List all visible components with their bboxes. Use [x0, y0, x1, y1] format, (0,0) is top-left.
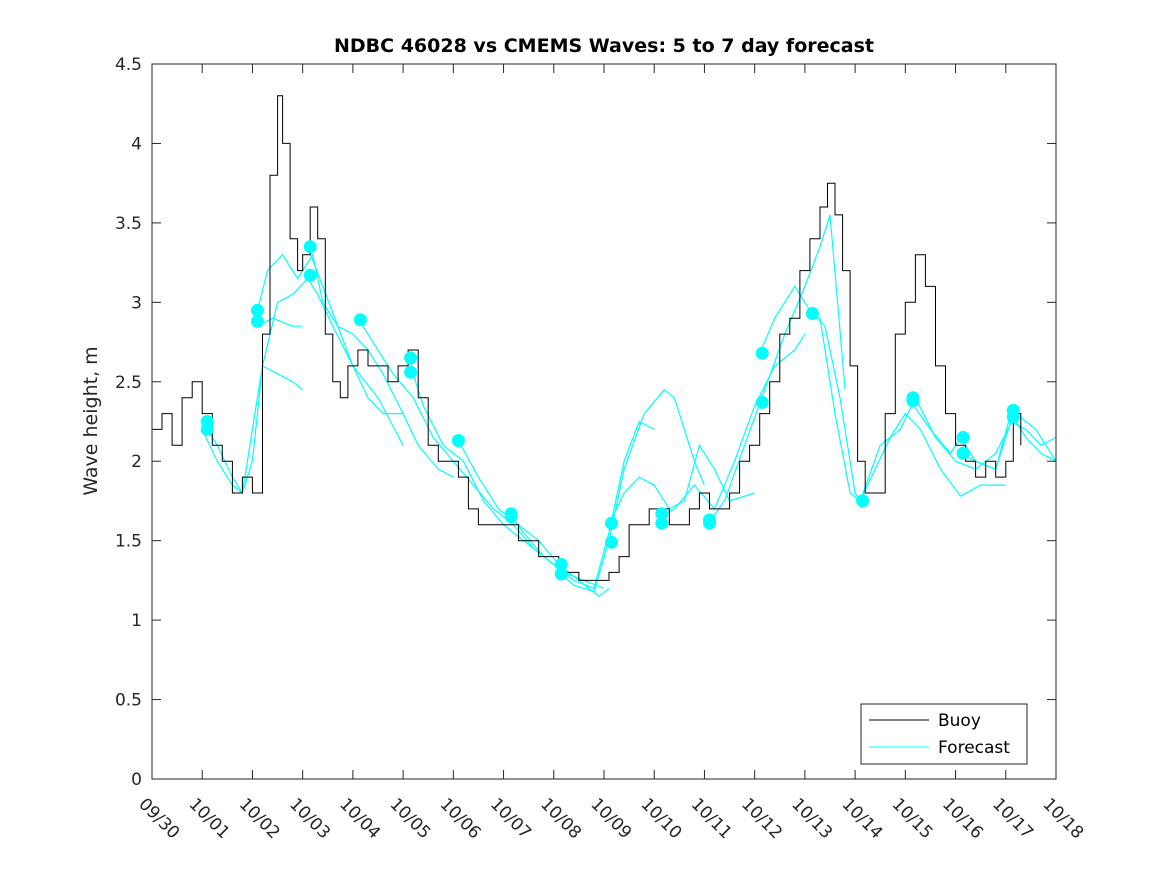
forecast-marker-27	[956, 430, 970, 444]
forecast-line-9	[508, 420, 655, 590]
forecast-marker-5	[303, 240, 317, 254]
legend: Buoy Forecast	[860, 703, 1028, 765]
forecast-marker-18	[655, 516, 669, 530]
forecast-line-10	[558, 388, 705, 593]
legend-box	[860, 703, 1028, 765]
forecast-marker-17	[655, 507, 669, 521]
y-tick-label-0: 0	[131, 770, 142, 790]
forecast-marker-23	[805, 307, 819, 320]
forecast-marker-4	[251, 314, 264, 328]
y-tick-label-8: 4	[131, 134, 142, 154]
legend-buoy-label: Buoy	[938, 711, 981, 731]
y-tick-label-6: 3	[131, 293, 142, 313]
forecast-marker-3	[251, 303, 264, 317]
y-tick-label-5: 2.5	[115, 373, 142, 393]
forecast-marker-2	[200, 422, 214, 436]
forecast-marker-28	[956, 446, 970, 460]
y-tick-label-3: 1.5	[115, 532, 142, 552]
forecast-line-5	[307, 246, 454, 478]
y-tick-label-7: 3.5	[115, 214, 142, 234]
forecast-marker-12	[504, 510, 518, 524]
forecast-line-4	[257, 317, 303, 327]
series-layer	[152, 95, 1057, 598]
forecast-marker-9	[404, 365, 418, 379]
forecast-line-16	[859, 396, 1057, 502]
forecast-marker-15	[605, 516, 618, 530]
marker-layer	[200, 240, 1020, 581]
forecast-marker-21	[755, 346, 769, 360]
forecast-line-14	[759, 285, 861, 502]
forecast-marker-8	[404, 351, 418, 365]
forecast-marker-10	[451, 434, 465, 448]
forecast-marker-24	[856, 494, 870, 508]
forecast-line-3	[256, 253, 404, 414]
forecast-line-12	[658, 333, 806, 518]
forecast-marker-13	[554, 558, 568, 571]
y-tick-label-1: 0.5	[115, 691, 142, 711]
forecast-line-2	[201, 364, 304, 495]
legend-forecast-label: Forecast	[938, 738, 1010, 758]
forecast-marker-14	[554, 567, 568, 581]
forecast-marker-16	[605, 535, 618, 549]
forecast-marker-6	[303, 268, 317, 282]
forecast-marker-30	[1006, 410, 1020, 424]
forecast-line-11	[608, 443, 755, 526]
y-tick-label-4: 2	[131, 452, 142, 472]
plot-area	[152, 64, 1056, 779]
forecast-marker-7	[353, 313, 367, 327]
y-tick-label-2: 1	[131, 611, 142, 631]
forecast-marker-22	[755, 395, 769, 409]
y-tick-label-9: 4.5	[115, 55, 142, 75]
forecast-marker-20	[703, 516, 716, 530]
forecast-marker-26	[906, 394, 920, 408]
y-axis-label: Wave height, m	[80, 346, 102, 495]
forecast-line-1	[201, 277, 404, 495]
chart-title: NDBC 46028 vs CMEMS Waves: 5 to 7 day fo…	[334, 35, 874, 57]
buoy-line	[152, 95, 1022, 581]
